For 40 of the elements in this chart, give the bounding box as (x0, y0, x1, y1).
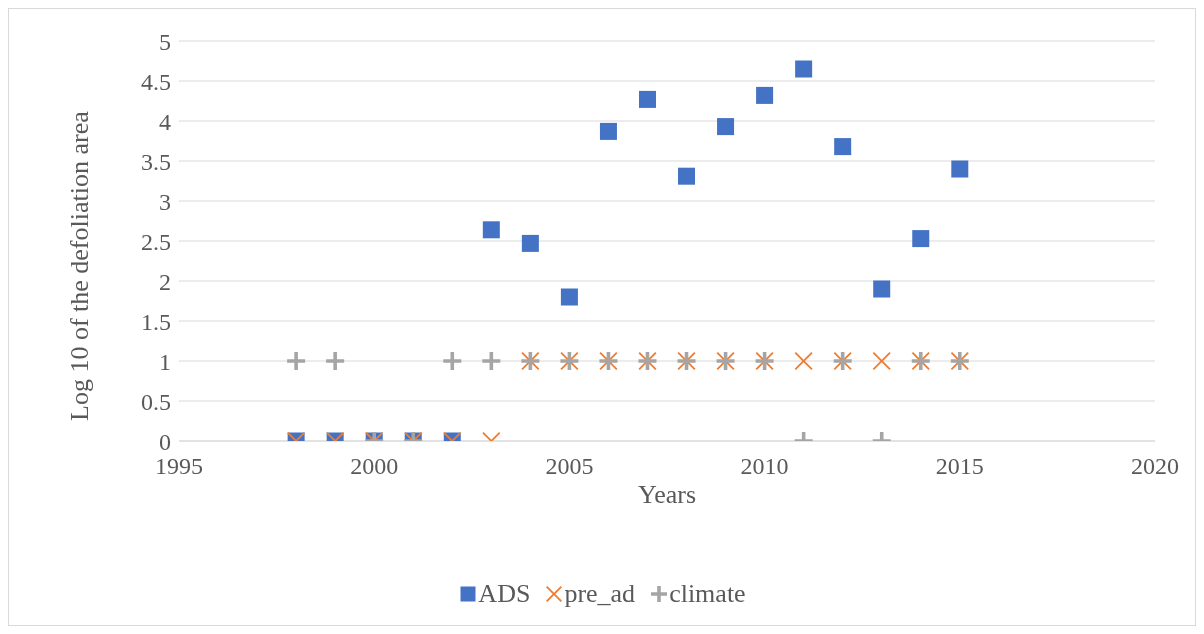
point (951, 160, 969, 178)
point (560, 288, 578, 306)
y-tick-label: 1 (159, 348, 171, 375)
legend-label: pre_ad (564, 579, 636, 609)
y-tick-label: 2.5 (141, 228, 171, 255)
point (872, 352, 891, 370)
point (873, 280, 891, 298)
point (912, 230, 930, 248)
x-tick-label: 2000 (350, 453, 399, 480)
y-tick-label: 4 (159, 108, 171, 135)
x-tick-label: 2010 (740, 453, 789, 480)
x-axis-title: Years (637, 480, 697, 509)
x-tick-label: 2005 (545, 453, 594, 480)
point (443, 352, 462, 370)
point (678, 167, 696, 185)
point (756, 86, 774, 104)
point (326, 352, 345, 370)
x-tick-label: 2020 (1131, 453, 1179, 480)
point (795, 60, 813, 78)
legend-label: climate (669, 579, 746, 609)
point (638, 90, 656, 108)
point (834, 138, 852, 156)
point (599, 122, 617, 140)
point (482, 221, 500, 239)
y-tick-label: 1.5 (141, 308, 171, 335)
y-tick-label: 0.5 (141, 388, 171, 415)
y-tick-label: 3.5 (141, 148, 171, 175)
y-tick-label: 5 (159, 28, 171, 55)
y-tick-label: 0 (159, 428, 171, 455)
y-tick-label: 2 (159, 268, 171, 295)
y-tick-label: 4.5 (141, 68, 171, 95)
point (717, 118, 735, 136)
point (482, 352, 501, 370)
point (287, 352, 306, 370)
y-tick-label: 3 (159, 188, 171, 215)
point (521, 234, 539, 252)
y-axis-title: Log 10 of the defoliation area (65, 110, 95, 421)
x-tick-label: 2015 (935, 453, 984, 480)
x-tick-label: 1995 (155, 453, 203, 480)
legend-label: ADS (478, 579, 531, 609)
